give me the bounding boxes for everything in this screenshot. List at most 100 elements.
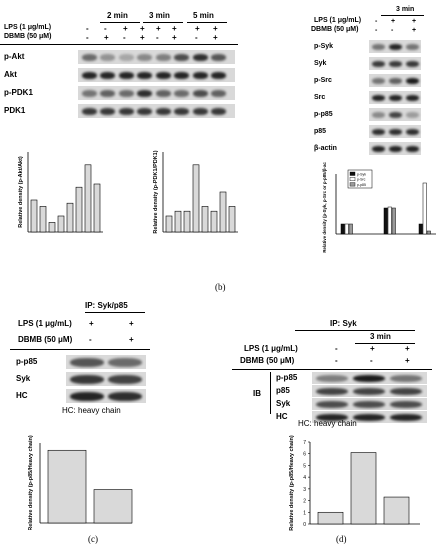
lps-sign: - xyxy=(335,344,338,353)
bar xyxy=(93,183,101,233)
bar-p-src xyxy=(387,206,392,235)
bar-p-syk xyxy=(383,207,388,235)
lps-sign: + xyxy=(405,344,410,353)
lps-sign: + xyxy=(172,24,177,33)
caption-d: (d) xyxy=(336,534,347,544)
ip-bracket-d xyxy=(295,330,415,331)
dbmb-sign: - xyxy=(335,356,338,365)
y-axis-label: Relative density (p-Syk, p-Src or p-p85/… xyxy=(322,162,327,253)
band xyxy=(108,391,142,401)
band xyxy=(156,89,171,97)
band xyxy=(137,89,152,97)
lps-label-c: LPS (1 μg/mL) xyxy=(18,319,72,328)
y-tick-label: 5 xyxy=(303,463,306,469)
band xyxy=(389,111,402,118)
blot-label-syk: Syk xyxy=(16,374,31,383)
ib-label: IB xyxy=(253,389,261,398)
band xyxy=(211,53,226,61)
band xyxy=(406,94,419,101)
legend-label: p-p85 xyxy=(357,183,366,187)
legend-label: p-Src xyxy=(357,178,366,182)
bar xyxy=(93,489,133,524)
dbmb-sign: + xyxy=(172,33,177,42)
dbmb-sign: + xyxy=(129,335,134,344)
dbmb-sign: - xyxy=(123,33,126,42)
y-axis-label: Relative density (p-p85/Heavy chain) xyxy=(28,435,34,530)
dbmb-sign: - xyxy=(370,356,373,365)
band xyxy=(193,53,208,61)
band xyxy=(119,89,134,97)
y-tick-label: 4 xyxy=(303,475,306,481)
band xyxy=(316,400,348,408)
bar xyxy=(201,206,209,233)
blot-label-p85: p85 xyxy=(314,128,327,135)
blot-label-p-p85: p-p85 xyxy=(276,373,298,382)
band xyxy=(372,111,385,118)
band xyxy=(406,60,419,67)
band xyxy=(353,387,385,395)
time-bracket-b xyxy=(381,15,424,16)
time-bracket-2 xyxy=(100,22,140,23)
band xyxy=(406,145,419,152)
y-tick-label: 6 xyxy=(303,452,306,458)
blot-label-p-src: p-Src xyxy=(314,77,332,84)
band xyxy=(316,413,348,421)
y-axis-label: Relative density (p-PDK1/PDK1) xyxy=(153,150,159,233)
bar xyxy=(183,210,191,233)
legend-swatch xyxy=(349,182,356,187)
caption-b: (b) xyxy=(215,282,226,292)
band xyxy=(316,387,348,395)
bar-p-syk xyxy=(340,223,345,235)
band xyxy=(193,107,208,115)
band xyxy=(174,71,189,79)
legend-label: p-Syk xyxy=(357,172,366,176)
band xyxy=(353,374,385,382)
dbmb-label-b: DBMB (50 μM) xyxy=(311,26,359,33)
lps-label-b: LPS (1 μg/mL) xyxy=(314,17,362,24)
band xyxy=(174,107,189,115)
dbmb-sign: + xyxy=(213,33,218,42)
band xyxy=(70,391,104,401)
band xyxy=(119,71,134,79)
band xyxy=(174,53,189,61)
bar-p-p85 xyxy=(348,223,353,235)
bar xyxy=(47,449,87,524)
band xyxy=(389,60,402,67)
bar xyxy=(39,206,47,233)
blot-label-p-p85: p-p85 xyxy=(16,357,38,366)
dbmb-label-a: DBMB (50 μM) xyxy=(4,33,52,40)
band xyxy=(100,53,115,61)
bar xyxy=(174,210,182,233)
blot-label-hc: HC xyxy=(16,391,28,400)
legend-swatch xyxy=(349,177,356,182)
lps-label-d: LPS (1 μg/mL) xyxy=(244,344,298,353)
band xyxy=(372,60,385,67)
blot-p85 xyxy=(369,125,421,138)
y-axis-label: Relative density (p-p85/Heavy chain) xyxy=(289,435,295,531)
dbmb-sign: - xyxy=(375,27,378,34)
time-3min-d: 3 min xyxy=(370,332,391,341)
band xyxy=(193,71,208,79)
band xyxy=(316,374,348,382)
time-3min-b: 3 min xyxy=(396,6,415,13)
ip-bracket-c xyxy=(85,312,145,313)
bar xyxy=(75,186,83,233)
band xyxy=(390,413,422,421)
dbmb-sign: + xyxy=(412,27,417,34)
blot-label-syk: Syk xyxy=(314,60,327,67)
lps-sign: + xyxy=(412,18,417,25)
band xyxy=(389,94,402,101)
bar-p-syk xyxy=(418,223,423,235)
dbmb-label-c: DBMB (50 μM) xyxy=(18,335,73,344)
band xyxy=(390,374,422,382)
dbmb-sign: + xyxy=(140,33,145,42)
band xyxy=(390,387,422,395)
chart-akt: Relative density (p-Akt/Akt) Relative den… xyxy=(18,150,238,234)
band xyxy=(406,43,419,50)
lps-sign: + xyxy=(195,24,200,33)
blot-label-p-akt: p-Akt xyxy=(4,52,25,61)
band xyxy=(100,107,115,115)
y-tick-label: 3 xyxy=(303,487,306,493)
